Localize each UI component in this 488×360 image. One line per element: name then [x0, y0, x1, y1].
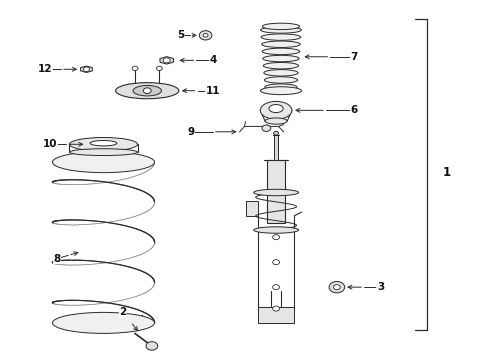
Bar	[273, 135, 278, 160]
Text: 2: 2	[119, 307, 126, 317]
Circle shape	[272, 285, 279, 290]
Circle shape	[203, 33, 207, 37]
Ellipse shape	[69, 149, 137, 156]
Ellipse shape	[264, 77, 297, 83]
Circle shape	[272, 306, 279, 311]
Ellipse shape	[260, 27, 301, 33]
Ellipse shape	[264, 84, 296, 90]
Text: 4: 4	[209, 55, 216, 65]
Ellipse shape	[263, 63, 298, 69]
Circle shape	[333, 285, 340, 290]
Circle shape	[262, 125, 270, 131]
Bar	[245, 202, 257, 216]
Ellipse shape	[261, 34, 300, 40]
Text: 1: 1	[441, 166, 449, 179]
Ellipse shape	[260, 102, 291, 119]
Circle shape	[83, 67, 89, 72]
Circle shape	[272, 260, 279, 265]
Text: 8: 8	[54, 253, 61, 264]
Bar	[257, 307, 294, 323]
Ellipse shape	[261, 41, 300, 48]
Text: 9: 9	[187, 127, 194, 137]
Ellipse shape	[253, 189, 298, 196]
Ellipse shape	[260, 87, 301, 95]
Text: 11: 11	[205, 86, 220, 96]
Circle shape	[146, 342, 157, 350]
Circle shape	[156, 66, 162, 71]
Ellipse shape	[69, 138, 137, 151]
Bar	[266, 160, 285, 223]
Ellipse shape	[262, 23, 299, 30]
Text: 10: 10	[42, 139, 57, 149]
Ellipse shape	[262, 48, 299, 55]
Ellipse shape	[52, 152, 154, 173]
Circle shape	[199, 31, 211, 40]
Circle shape	[328, 282, 344, 293]
Ellipse shape	[264, 118, 286, 124]
Circle shape	[143, 88, 151, 94]
Ellipse shape	[263, 69, 298, 76]
Text: 3: 3	[376, 282, 384, 292]
Ellipse shape	[116, 83, 179, 99]
Ellipse shape	[90, 140, 117, 146]
Ellipse shape	[52, 312, 154, 333]
Text: 7: 7	[349, 52, 357, 62]
Circle shape	[273, 131, 278, 135]
Ellipse shape	[133, 85, 161, 96]
Polygon shape	[81, 66, 92, 72]
Ellipse shape	[262, 55, 299, 62]
Polygon shape	[160, 57, 173, 64]
Text: 6: 6	[349, 105, 357, 115]
Circle shape	[272, 235, 279, 240]
Ellipse shape	[268, 104, 283, 113]
Circle shape	[163, 58, 170, 63]
Text: 12: 12	[38, 64, 52, 74]
Ellipse shape	[253, 227, 298, 233]
Circle shape	[132, 66, 138, 71]
Text: 5: 5	[177, 30, 184, 40]
